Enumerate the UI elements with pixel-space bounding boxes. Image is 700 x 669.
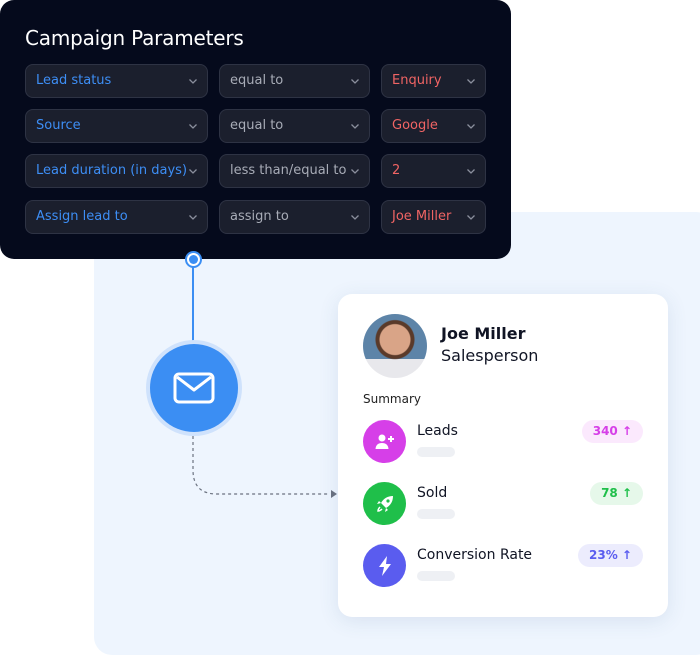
chevron-down-icon <box>351 79 359 84</box>
user-plus-icon <box>363 420 406 463</box>
stat-badge: 340 ↑ <box>581 420 643 443</box>
chevron-down-icon <box>467 79 475 84</box>
stat-label: Sold <box>417 485 448 501</box>
stat-row: Conversion Rate 23% ↑ <box>363 544 643 588</box>
operator-select[interactable]: equal to <box>219 64 370 98</box>
avatar <box>363 314 427 378</box>
stat-row: Sold 78 ↑ <box>363 482 643 526</box>
field-select[interactable]: Source <box>25 109 208 143</box>
panel-title: Campaign Parameters <box>25 26 244 50</box>
summary-heading: Summary <box>363 392 421 406</box>
value-select[interactable]: Enquiry <box>381 64 486 98</box>
salesperson-role: Salesperson <box>441 346 539 365</box>
stat-label: Leads <box>417 423 458 439</box>
chevron-down-icon <box>467 124 475 129</box>
stat-badge: 23% ↑ <box>578 544 643 567</box>
campaign-parameters-panel: Campaign Parameters Lead status equal to E… <box>0 0 511 259</box>
value-select[interactable]: 2 <box>381 154 486 188</box>
value-select[interactable]: Joe Miller <box>381 200 486 234</box>
connector-node[interactable] <box>185 251 202 268</box>
rocket-icon <box>363 482 406 525</box>
chevron-down-icon <box>351 215 359 220</box>
stat-placeholder-bar <box>417 571 455 581</box>
stat-placeholder-bar <box>417 447 455 457</box>
operator-select[interactable]: equal to <box>219 109 370 143</box>
connector-line <box>192 259 194 344</box>
field-select[interactable]: Lead duration (in days) <box>25 154 208 188</box>
operator-select[interactable]: less than/equal to <box>219 154 370 188</box>
salesperson-name: Joe Miller <box>441 324 526 343</box>
chevron-down-icon <box>189 215 197 220</box>
stat-label: Conversion Rate <box>417 547 533 563</box>
field-select[interactable]: Assign lead to <box>25 200 208 234</box>
stat-row: Leads 340 ↑ <box>363 420 643 464</box>
stat-placeholder-bar <box>417 509 455 519</box>
chevron-down-icon <box>351 169 359 174</box>
salesperson-card: Joe Miller Salesperson Summary Leads 340… <box>338 294 668 617</box>
lightning-icon <box>363 544 406 587</box>
chevron-down-icon <box>467 169 475 174</box>
operator-select[interactable]: assign to <box>219 200 370 234</box>
mail-icon <box>173 372 215 404</box>
field-select[interactable]: Lead status <box>25 64 208 98</box>
stat-badge: 78 ↑ <box>590 482 643 505</box>
mail-node[interactable] <box>150 344 238 432</box>
value-select[interactable]: Google <box>381 109 486 143</box>
chevron-down-icon <box>189 169 197 174</box>
chevron-down-icon <box>189 79 197 84</box>
chevron-down-icon <box>189 124 197 129</box>
chevron-down-icon <box>467 215 475 220</box>
chevron-down-icon <box>351 124 359 129</box>
